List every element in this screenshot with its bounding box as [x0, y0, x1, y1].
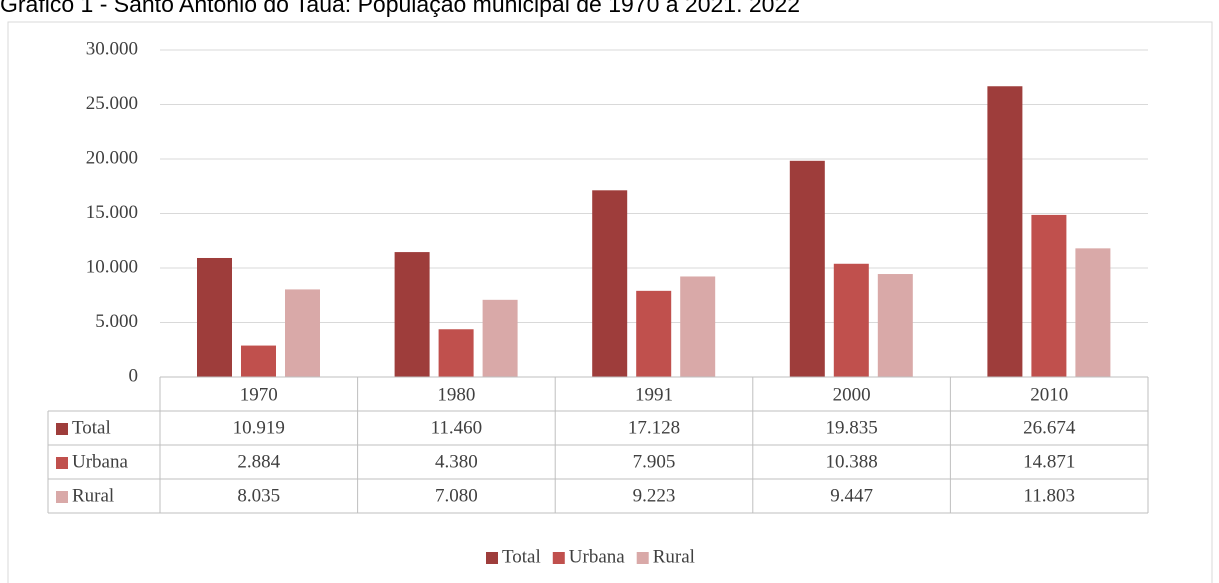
table-value: 11.460: [431, 417, 483, 438]
table-value: 17.128: [628, 417, 680, 438]
bar: [636, 290, 672, 377]
table-value: 26.674: [1023, 417, 1076, 438]
bar: [987, 86, 1023, 377]
legend-swatch: [636, 552, 649, 564]
x-tick-label: 1970: [240, 384, 278, 405]
y-tick-label: 5.000: [95, 311, 138, 332]
y-tick-label: 20.000: [86, 147, 138, 168]
table-row-label: Urbana: [72, 451, 128, 472]
bar: [482, 299, 518, 377]
bar: [789, 160, 825, 377]
bar: [1031, 214, 1067, 377]
table-value: 11.803: [1023, 485, 1075, 506]
y-tick-label: 0: [129, 365, 139, 386]
bar: [438, 329, 474, 377]
table-value: 19.835: [825, 417, 877, 438]
table-row-label: Total: [72, 417, 111, 438]
table-key: [56, 491, 68, 503]
table-value: 8.035: [237, 485, 280, 506]
y-tick-label: 15.000: [86, 202, 138, 223]
legend-label: Urbana: [569, 546, 625, 567]
legend-label: Total: [502, 546, 541, 567]
bar: [877, 274, 913, 377]
legend-swatch: [486, 552, 498, 564]
x-tick-label: 1991: [635, 384, 673, 405]
chart-border: [7, 21, 1213, 583]
bar: [592, 190, 628, 377]
y-tick-label: 25.000: [86, 93, 138, 114]
bar: [1075, 248, 1111, 377]
legend-swatch: [552, 552, 565, 564]
bar: [197, 257, 232, 377]
table-value: 2.884: [237, 451, 280, 472]
table-value: 7.905: [633, 451, 676, 472]
table-key: [56, 457, 68, 469]
bar: [241, 345, 276, 377]
bar: [833, 263, 869, 377]
legend-label: Rural: [653, 546, 695, 567]
x-tick-label: 1980: [437, 384, 475, 405]
table-key: [56, 423, 68, 435]
table-value: 10.919: [233, 417, 285, 438]
x-tick-label: 2010: [1030, 384, 1068, 405]
table-value: 9.447: [830, 485, 873, 506]
y-tick-label: 30.000: [86, 38, 138, 59]
chart-title: Gráfico 1 - Santo Antônio do Tauá: Popul…: [0, 0, 800, 17]
bar: [680, 276, 716, 377]
table-value: 4.380: [435, 451, 478, 472]
table-value: 9.223: [633, 485, 676, 506]
bar: [394, 252, 430, 377]
table-value: 10.388: [825, 451, 877, 472]
table-value: 14.871: [1023, 451, 1075, 472]
bar: [285, 289, 320, 377]
x-tick-label: 2000: [833, 384, 871, 405]
table-value: 7.080: [435, 485, 478, 506]
y-tick-label: 10.000: [86, 256, 138, 277]
table-row-label: Rural: [72, 485, 114, 506]
